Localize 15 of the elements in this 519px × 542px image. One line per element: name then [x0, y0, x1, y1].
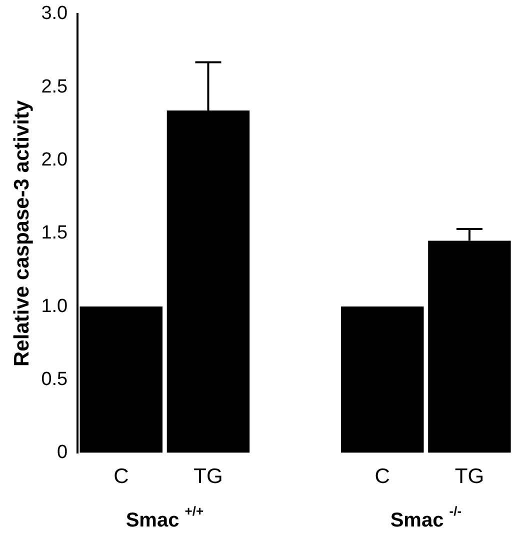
- y-tick-label: 2.0: [41, 150, 68, 170]
- y-tick-label: 2.5: [41, 76, 68, 98]
- text: Smac -/-: [390, 503, 462, 532]
- x-tick-label: TG: [194, 465, 223, 488]
- y-tick-label: 0: [57, 442, 68, 464]
- text: Smac +/+: [126, 503, 204, 532]
- y-tick-label: 1.5: [41, 222, 68, 244]
- y-tick-label: 1.0: [41, 296, 68, 317]
- y-tick-label: 3.0: [41, 3, 68, 24]
- y-tick-label: 0.5: [41, 368, 68, 390]
- x-tick-label: C: [114, 465, 129, 488]
- y-axis-title: Relative caspase-3 activity: [10, 100, 34, 366]
- x-tick-label: TG: [454, 465, 484, 488]
- x-tick-label: C: [374, 465, 390, 488]
- bar: [341, 306, 424, 453]
